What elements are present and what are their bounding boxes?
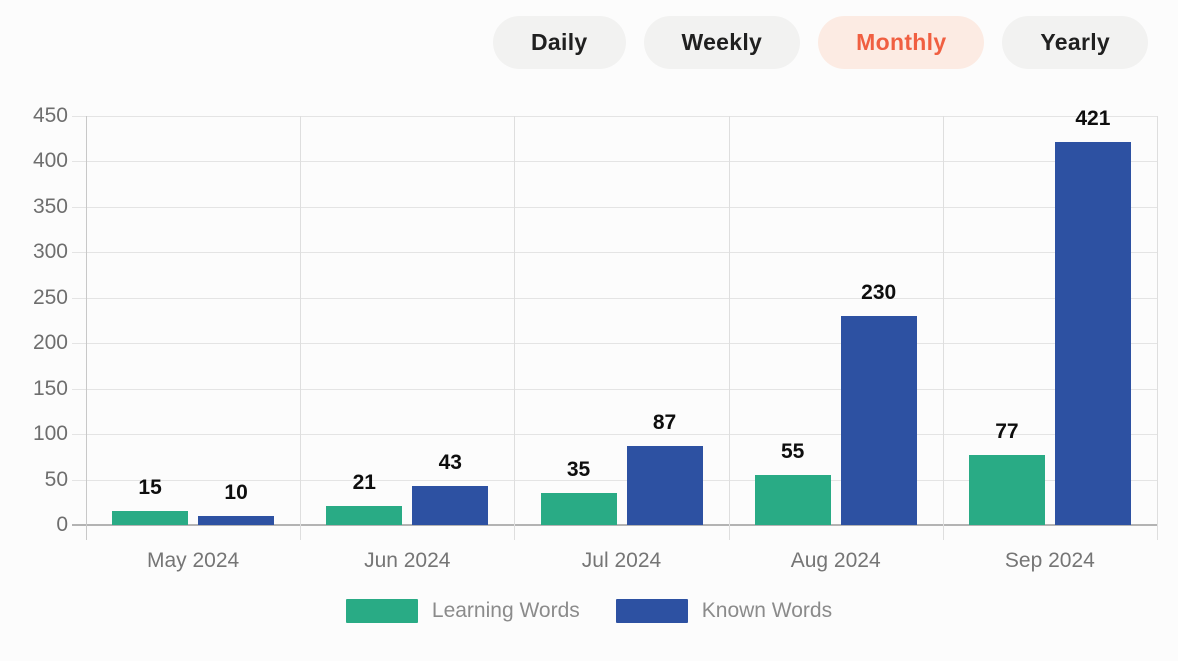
bar-learning-words-0[interactable] <box>112 511 189 525</box>
gridline-y-250 <box>72 297 1157 299</box>
legend-swatch <box>615 599 688 623</box>
bar-learning-words-1[interactable] <box>326 505 403 525</box>
bar-learning-words-3[interactable] <box>754 475 831 525</box>
y-tick-50: 50 <box>44 467 68 491</box>
y-tick-100: 100 <box>32 422 68 446</box>
y-tick-0: 0 <box>56 513 68 536</box>
gridline-x-1 <box>300 116 302 540</box>
value-label-learning-words-0: 15 <box>138 476 162 500</box>
bar-known-words-1[interactable] <box>412 485 489 525</box>
y-tick-150: 150 <box>32 376 68 400</box>
period-tabs: Daily Weekly Monthly Yearly <box>493 16 1148 69</box>
legend-label: Learning Words <box>431 599 580 622</box>
chart-legend: Learning Words Known Words <box>0 599 1178 623</box>
tab-daily[interactable]: Daily <box>493 16 626 69</box>
y-tick-450: 450 <box>32 104 68 127</box>
value-label-known-words-0: 10 <box>224 480 248 504</box>
legend-item-known-words: Known Words <box>615 599 833 623</box>
x-axis-baseline <box>72 524 1157 526</box>
value-label-known-words-2: 87 <box>652 410 677 434</box>
bar-known-words-0[interactable] <box>198 515 275 525</box>
value-label-learning-words-2: 35 <box>566 458 591 482</box>
y-axis-line <box>86 116 87 540</box>
y-tick-300: 300 <box>32 240 68 264</box>
legend-label: Known Words <box>701 599 833 622</box>
gridline-x-3 <box>728 116 730 540</box>
x-tick-1: Jun 2024 <box>364 549 451 572</box>
value-label-learning-words-4: 77 <box>995 420 1019 443</box>
gridline-y-150 <box>72 388 1157 390</box>
tab-yearly[interactable]: Yearly <box>1002 16 1148 69</box>
bar-known-words-2[interactable] <box>626 445 703 525</box>
bar-learning-words-4[interactable] <box>968 455 1045 525</box>
legend-swatch <box>345 599 418 623</box>
value-label-learning-words-3: 55 <box>781 440 805 463</box>
gridline-y-300 <box>72 252 1157 254</box>
gridline-y-200 <box>72 343 1157 345</box>
value-label-known-words-3: 230 <box>861 280 897 304</box>
bar-known-words-4[interactable] <box>1054 142 1131 525</box>
gridline-x-5 <box>1157 116 1158 540</box>
value-label-known-words-1: 43 <box>438 450 462 474</box>
y-tick-350: 350 <box>32 194 68 218</box>
gridline-y-400 <box>72 161 1157 163</box>
tab-monthly[interactable]: Monthly <box>818 16 985 69</box>
tab-weekly[interactable]: Weekly <box>643 16 801 69</box>
bar-learning-words-2[interactable] <box>540 493 617 525</box>
x-tick-4: Sep 2024 <box>1004 549 1095 572</box>
y-tick-200: 200 <box>32 331 68 355</box>
gridline-y-450 <box>72 116 1157 117</box>
gridline-y-350 <box>72 206 1157 208</box>
y-tick-250: 250 <box>32 285 68 309</box>
bar-known-words-3[interactable] <box>840 315 917 525</box>
x-tick-3: Aug 2024 <box>790 549 881 572</box>
value-label-known-words-4: 421 <box>1075 107 1111 131</box>
x-tick-0: May 2024 <box>146 549 240 572</box>
y-tick-400: 400 <box>32 149 68 173</box>
value-label-learning-words-1: 21 <box>352 470 376 494</box>
gridline-x-2 <box>514 116 516 540</box>
gridline-y-50 <box>72 479 1157 481</box>
gridline-y-100 <box>72 434 1157 436</box>
legend-item-learning-words: Learning Words <box>345 599 580 623</box>
x-tick-2: Jul 2024 <box>581 549 662 572</box>
gridline-x-4 <box>942 116 944 540</box>
